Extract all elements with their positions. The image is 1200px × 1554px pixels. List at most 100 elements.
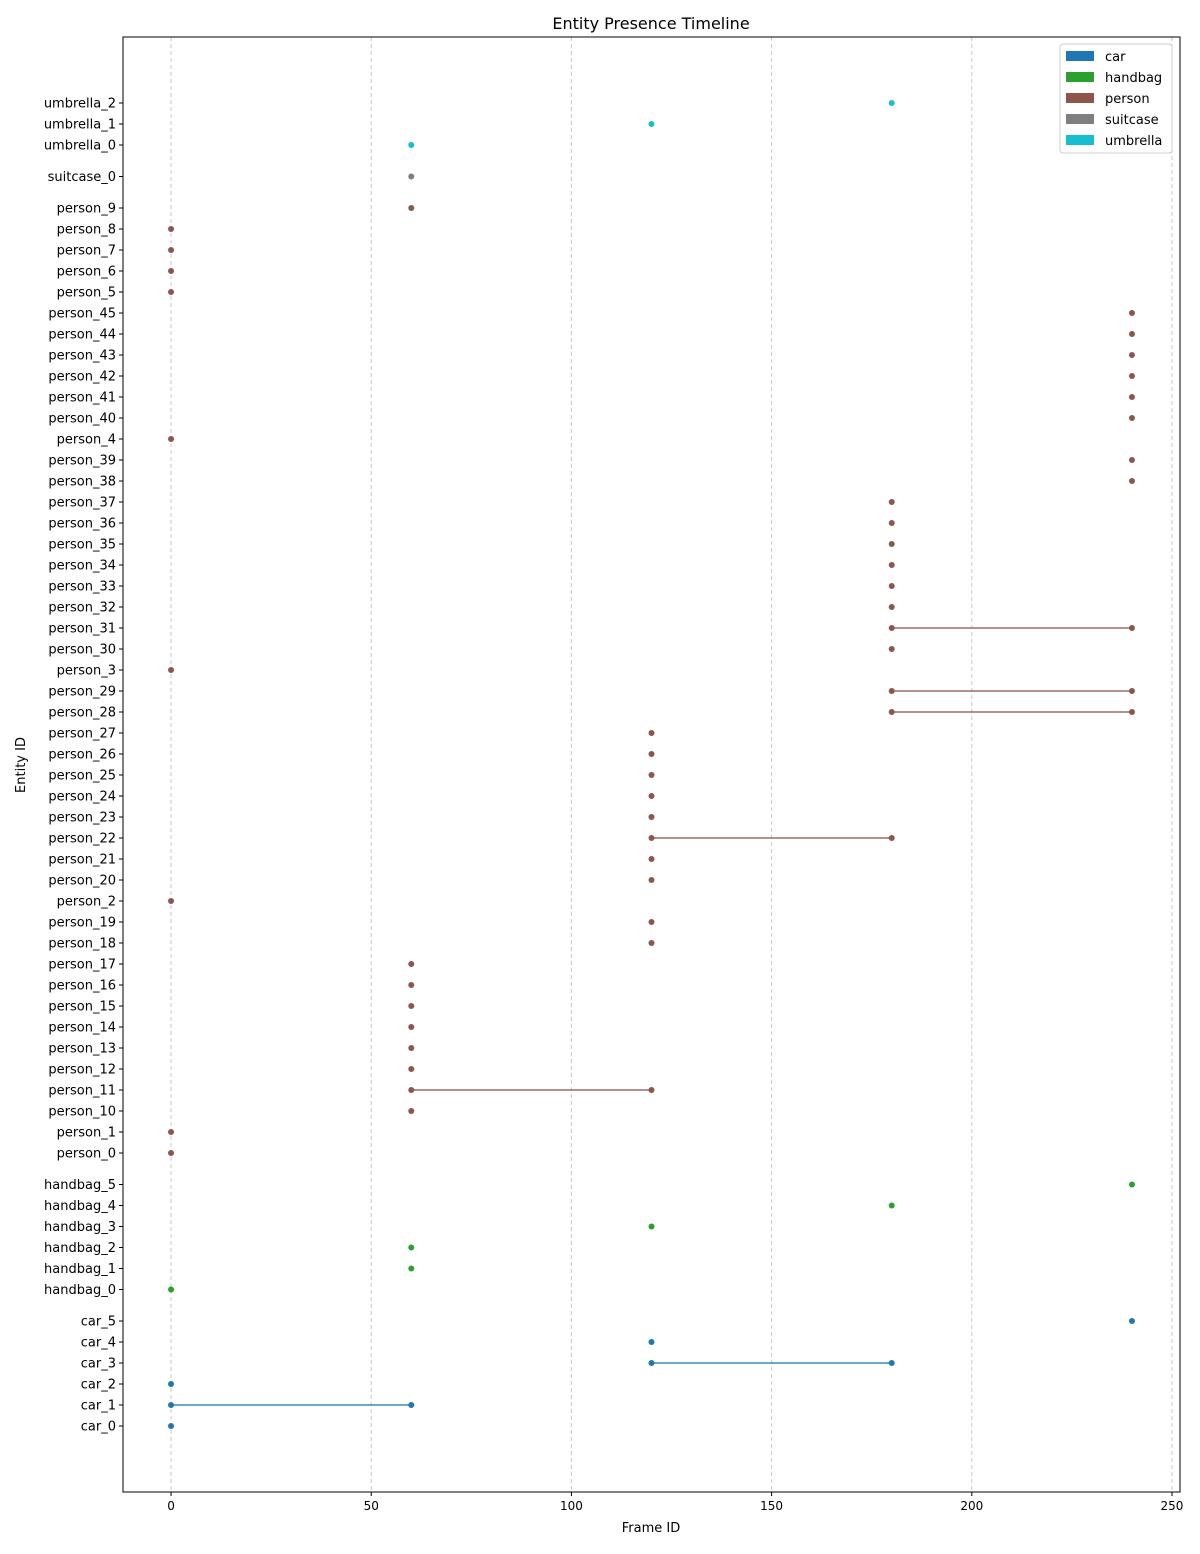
y-tick-label: car_0 [81,1420,116,1435]
y-tick-label: person_22 [48,832,116,847]
y-tick-label: person_31 [48,622,116,637]
legend-box [1059,43,1173,154]
y-tick-label: car_2 [81,1378,116,1393]
presence-point [1128,352,1135,358]
y-tick-label: person_27 [48,727,116,742]
y-tick-label: person_7 [57,244,116,259]
y-tick-label: person_0 [57,1147,116,1162]
presence-point [888,625,895,631]
y-tick-label: person_15 [48,1000,116,1015]
y-tick-label: person_41 [48,391,116,406]
presence-point [168,1402,175,1408]
presence-point [168,667,175,673]
legend-swatch [1066,51,1094,61]
y-tick-label: person_35 [48,538,116,553]
presence-point [408,1402,415,1408]
x-tick-label: 100 [560,1499,583,1513]
y-tick-label: person_36 [48,517,116,532]
presence-point [408,1045,415,1051]
presence-point [168,226,175,232]
presence-point [168,436,175,442]
presence-point [1128,415,1135,421]
presence-point [648,1087,655,1093]
plot-frame [122,36,1181,1493]
presence-point [888,499,895,505]
presence-lines [171,627,1132,1406]
presence-point [888,541,895,547]
legend-swatch [1066,93,1094,103]
presence-point [648,856,655,862]
chart-title: Entity Presence Timeline [552,14,749,33]
legend-label: car [1105,50,1126,65]
y-tick-label: person_24 [48,790,116,805]
x-tick-label: 200 [960,1499,983,1513]
y-tick-label: person_12 [48,1063,116,1078]
y-tick-label: person_33 [48,580,116,595]
presence-point [648,1360,655,1366]
presence-point [408,961,415,967]
x-tick-label: 50 [364,1499,379,1513]
y-tick-label: umbrella_1 [44,118,116,133]
presence-point [1128,1181,1135,1188]
y-tick-label: person_20 [48,874,116,889]
presence-point [408,1066,415,1072]
y-tick-label: person_32 [48,601,116,616]
y-tick-label: person_21 [48,853,116,868]
presence-point [888,100,895,106]
y-tick-label: handbag_3 [44,1220,116,1235]
presence-point [1128,457,1135,463]
presence-point [408,1087,415,1093]
presence-point [408,1024,415,1030]
y-tick-label: person_43 [48,349,116,364]
legend-label: umbrella [1105,134,1162,149]
y-tick-label: person_39 [48,454,116,469]
presence-point [168,268,175,274]
presence-point [1128,394,1135,400]
y-tick-label: person_16 [48,979,116,994]
y-tick-label: person_1 [57,1126,116,1141]
y-tick-label: person_9 [57,202,116,217]
presence-point [1128,1318,1135,1324]
presence-point [648,772,655,778]
y-tick-label: handbag_4 [44,1199,116,1214]
presence-point [408,1265,415,1272]
presence-point [408,1003,415,1009]
presence-point [168,247,175,253]
y-tick-label: person_18 [48,937,116,952]
y-tick-label: person_37 [48,496,116,511]
presence-point [168,1150,175,1156]
presence-point [888,520,895,526]
y-tick-label: car_3 [81,1357,116,1372]
legend-swatch [1066,135,1094,145]
y-tick-label: person_29 [48,685,116,700]
presence-point [408,1244,415,1251]
presence-point [648,1339,655,1345]
x-tick-label: 150 [760,1499,783,1513]
y-tick-label: person_25 [48,769,116,784]
presence-point [168,1286,175,1293]
presence-point [1128,709,1135,715]
y-tick-label: car_5 [81,1315,116,1330]
presence-point [888,562,895,568]
legend-swatch [1066,72,1094,82]
y-tick-label: person_30 [48,643,116,658]
legend-label: person [1105,92,1150,107]
y-tick-label: person_44 [48,328,116,343]
x-axis-label: Frame ID [622,1521,680,1536]
presence-point [168,1381,175,1387]
y-tick-label: person_8 [57,223,116,238]
presence-point [648,940,655,946]
x-axis-ticks: 0 50 100 150 200 250 [167,1492,1183,1513]
legend-label: suitcase [1105,113,1159,128]
presence-point [648,730,655,736]
presence-point [168,898,175,904]
y-tick-label: person_2 [57,895,116,910]
y-tick-label: handbag_1 [44,1262,116,1277]
presence-point [888,1360,895,1366]
y-tick-label: person_17 [48,958,116,973]
y-tick-label: person_14 [48,1021,116,1036]
y-tick-label: person_26 [48,748,116,763]
y-axis-label: Entity ID [14,737,29,793]
presence-point [888,646,895,652]
